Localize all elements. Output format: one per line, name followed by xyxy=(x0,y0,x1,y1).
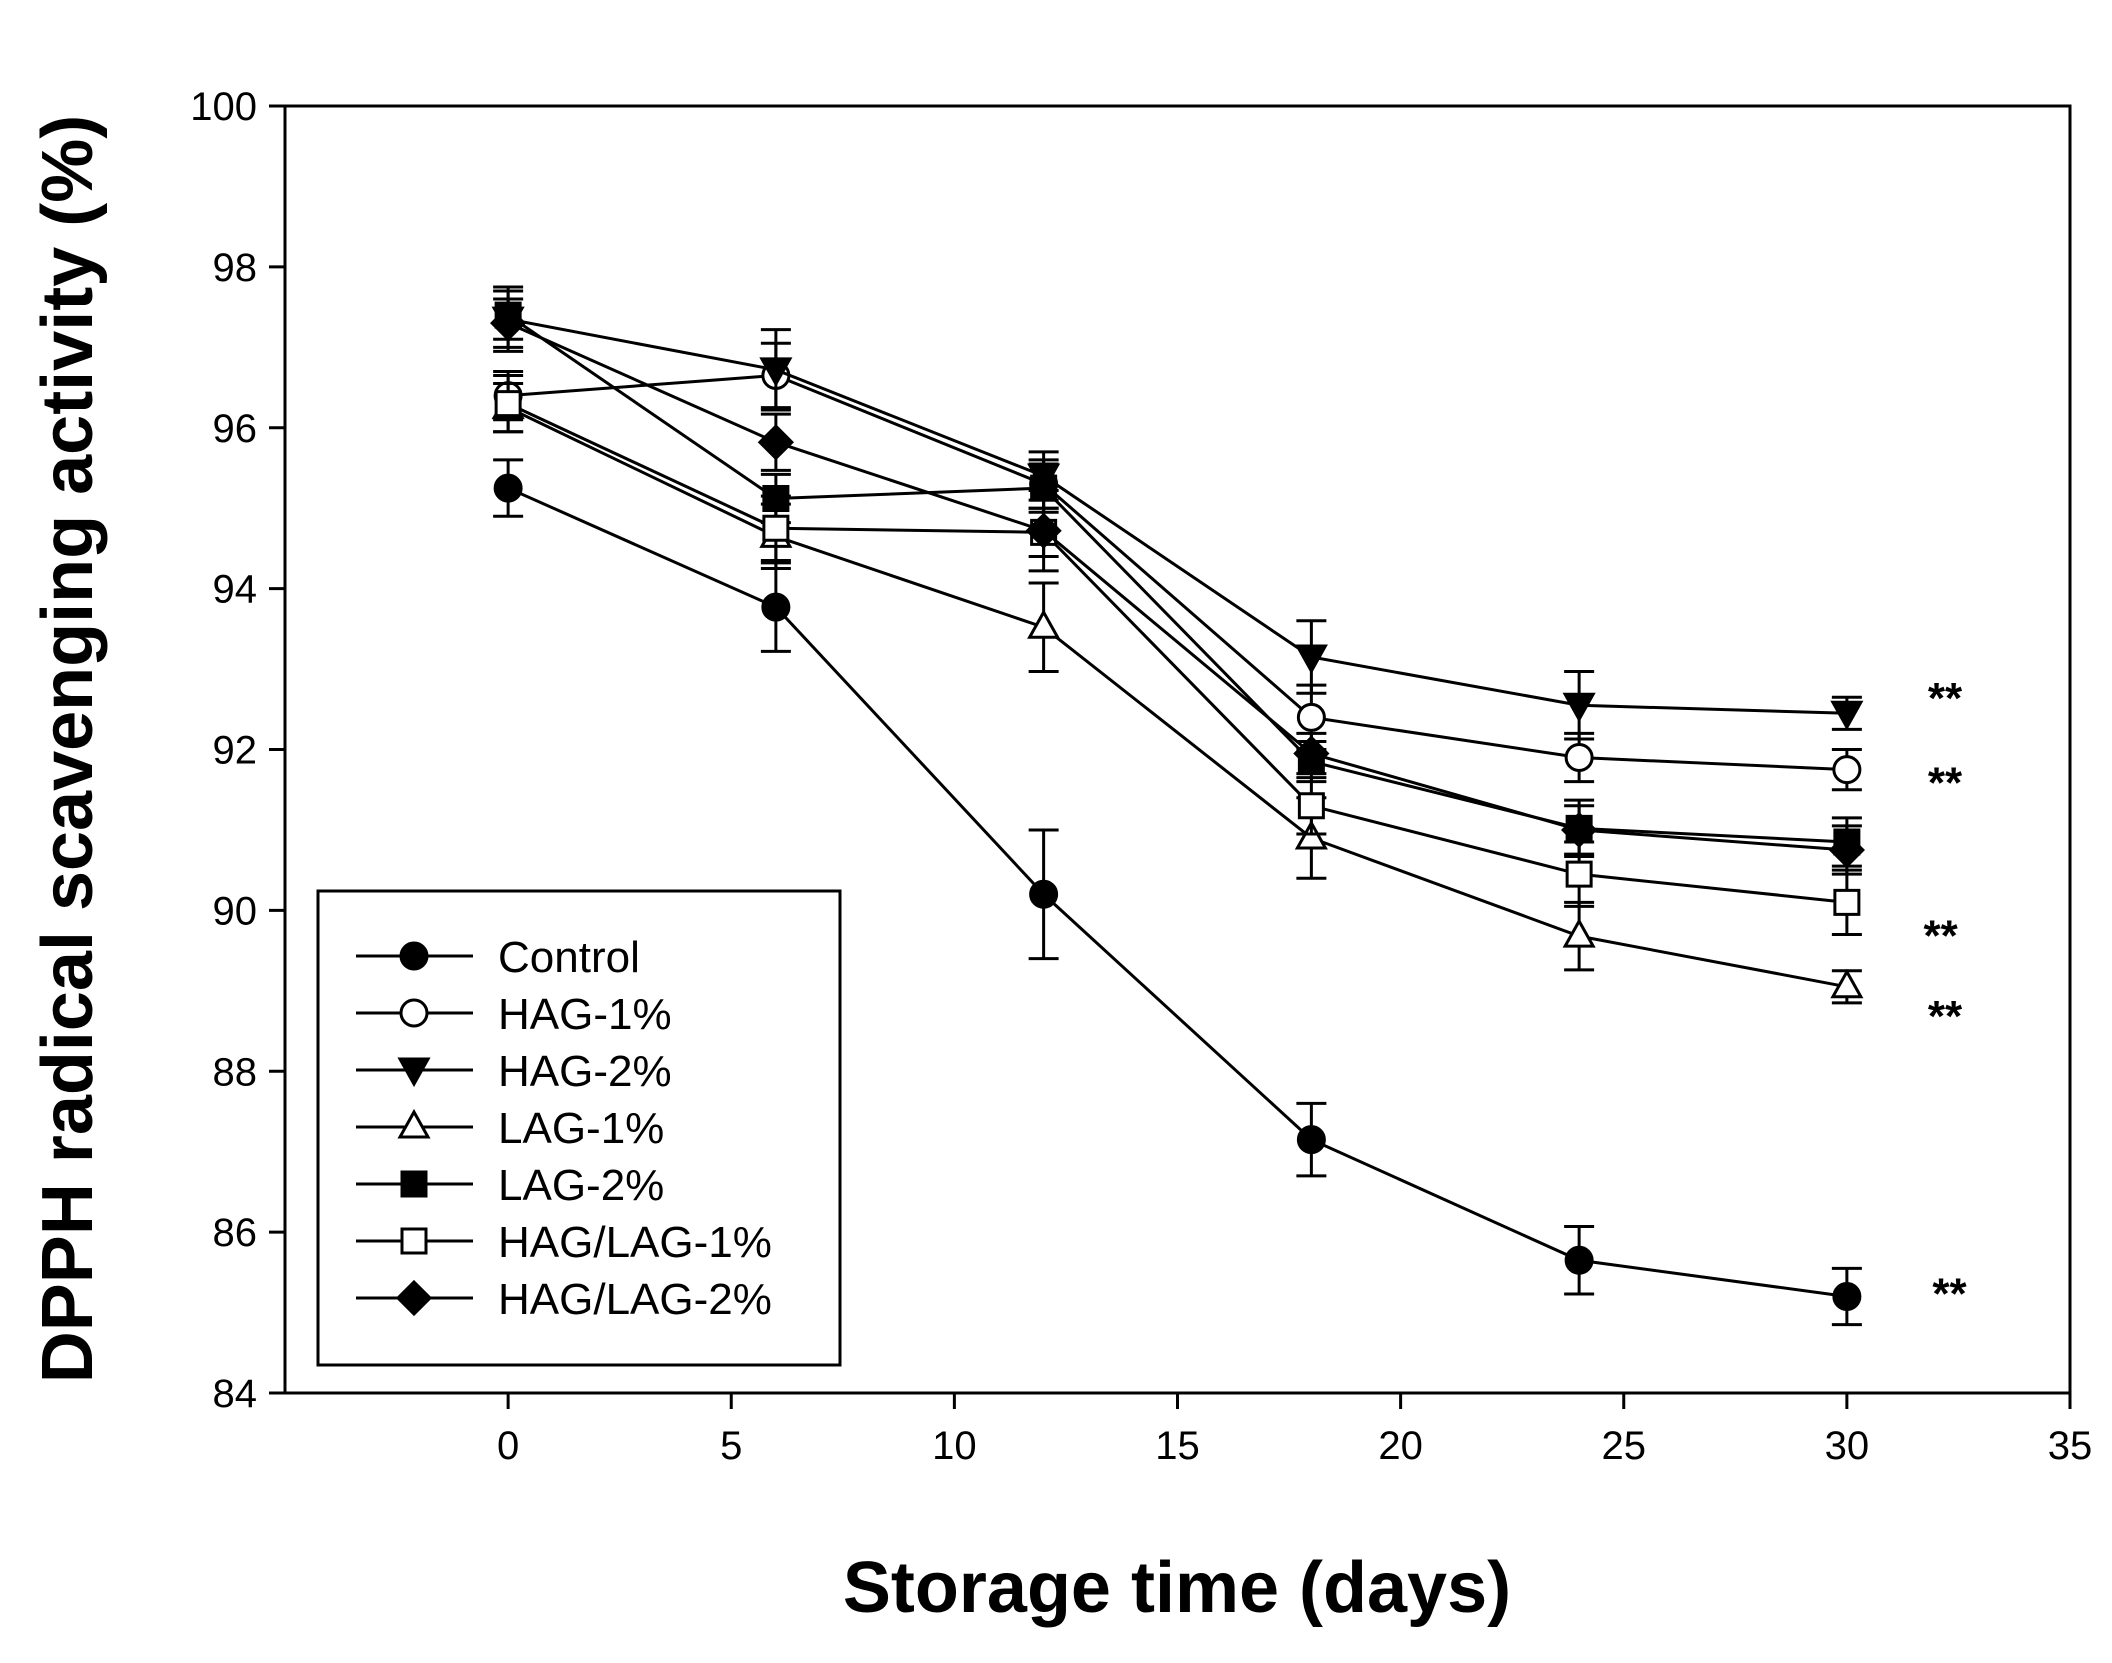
legend-label: LAG-1% xyxy=(498,1104,664,1153)
legend-item: HAG/LAG-1% xyxy=(356,1218,772,1267)
series-line xyxy=(508,373,1847,772)
data-point xyxy=(1030,474,1058,502)
y-tick-label: 98 xyxy=(213,246,258,290)
data-point xyxy=(1565,860,1593,888)
data-point xyxy=(757,424,794,461)
significance-marker: ** xyxy=(1923,912,1958,961)
x-tick-label: 35 xyxy=(2048,1424,2093,1468)
data-point xyxy=(494,390,522,418)
data-point xyxy=(490,305,527,342)
series-lag-2- xyxy=(493,289,1862,868)
x-axis-title: Storage time (days) xyxy=(843,1548,1511,1628)
data-point xyxy=(1294,819,1328,850)
data-point xyxy=(1830,700,1864,731)
significance-marker: ** xyxy=(1928,992,1963,1041)
data-point xyxy=(762,514,790,542)
data-point xyxy=(1832,755,1862,785)
series-control xyxy=(493,458,1862,1327)
data-point xyxy=(1296,1125,1326,1155)
legend-label: LAG-2% xyxy=(498,1161,664,1210)
data-point xyxy=(1297,792,1325,820)
x-tick-label: 10 xyxy=(932,1424,977,1468)
series-line xyxy=(507,402,1848,904)
y-axis-title: DPPH radical scavenging activity (%) xyxy=(28,115,108,1383)
series-line xyxy=(507,317,1847,715)
x-tick-label: 30 xyxy=(1825,1424,1870,1468)
legend-marker xyxy=(397,1057,431,1088)
y-tick-label: 86 xyxy=(213,1211,258,1255)
legend-marker xyxy=(395,1279,433,1317)
y-tick-label: 92 xyxy=(213,729,258,773)
series-line xyxy=(507,321,1847,852)
data-point xyxy=(1025,512,1062,549)
significance-marker: ** xyxy=(1928,674,1963,723)
legend: Control HAG-1% HAG-2% LAG-1% LAG-2% HAG/LAG-1… xyxy=(316,889,842,1367)
data-point xyxy=(1833,888,1861,916)
legend-label: Control xyxy=(498,933,640,982)
significance-marker: ** xyxy=(1928,759,1963,808)
series-line xyxy=(507,313,1847,844)
data-point xyxy=(1830,968,1864,999)
y-axis-ticks: 84 86 88 90 92 94 96 98 100 xyxy=(190,85,285,1416)
annotations: ** ** ** ** ** xyxy=(1923,674,1967,1318)
legend-item: HAG/LAG-2% xyxy=(356,1275,772,1324)
data-point xyxy=(1832,1281,1862,1311)
y-tick-label: 90 xyxy=(213,889,258,933)
series-line xyxy=(507,406,1848,989)
series-line xyxy=(507,486,1848,1298)
x-tick-label: 5 xyxy=(720,1424,742,1468)
legend-label: HAG/LAG-1% xyxy=(498,1218,772,1267)
x-tick-label: 0 xyxy=(497,1424,519,1468)
y-tick-label: 88 xyxy=(213,1050,258,1094)
legend-label: HAG/LAG-2% xyxy=(498,1275,772,1324)
legend-marker xyxy=(400,1170,428,1198)
legend-item: LAG-2% xyxy=(356,1161,664,1210)
x-tick-label: 20 xyxy=(1378,1424,1423,1468)
legend-marker xyxy=(397,1108,431,1139)
significance-marker: ** xyxy=(1932,1269,1967,1318)
legend-item: HAG-1% xyxy=(356,990,672,1039)
legend-marker xyxy=(400,1227,428,1255)
data-point xyxy=(1294,644,1328,675)
data-point xyxy=(759,357,793,387)
legend-marker xyxy=(399,941,429,971)
y-tick-label: 100 xyxy=(190,85,257,129)
data-point xyxy=(1562,692,1596,723)
y-tick-label: 96 xyxy=(213,407,258,451)
data-point xyxy=(1561,811,1598,849)
data-point xyxy=(1562,918,1596,948)
data-point xyxy=(1564,743,1594,773)
legend-marker xyxy=(399,998,429,1028)
data-point xyxy=(761,592,791,622)
data-point xyxy=(1029,879,1059,909)
legend-item: HAG-2% xyxy=(356,1047,672,1096)
data-point xyxy=(1828,831,1865,869)
x-axis-ticks: 0 5 10 15 20 25 30 35 xyxy=(497,1393,2092,1468)
series-hag-2- xyxy=(491,285,1864,741)
y-tick-label: 84 xyxy=(213,1372,258,1416)
legend-item: Control xyxy=(356,933,640,982)
legend-label: HAG-1% xyxy=(498,990,672,1039)
data-point xyxy=(493,473,523,503)
data-point xyxy=(1296,702,1326,732)
y-tick-label: 94 xyxy=(213,568,258,612)
legend-item: LAG-1% xyxy=(356,1104,664,1153)
x-tick-label: 15 xyxy=(1155,1424,1200,1468)
series-hag-lag-1- xyxy=(493,373,1862,937)
data-point xyxy=(1564,1245,1594,1275)
legend-label: HAG-2% xyxy=(498,1047,672,1096)
data-point xyxy=(1293,735,1330,772)
data-point xyxy=(1027,609,1061,639)
x-tick-label: 25 xyxy=(1602,1424,1647,1468)
series-hag-lag-2- xyxy=(490,297,1865,876)
series-layer xyxy=(490,285,1865,1327)
